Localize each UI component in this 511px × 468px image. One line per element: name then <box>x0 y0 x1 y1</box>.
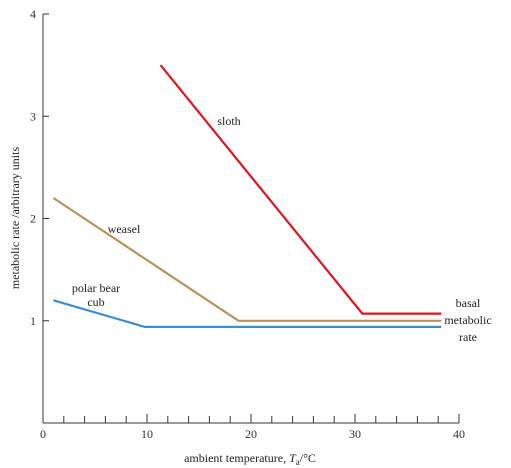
y-tick-label: 3 <box>30 109 36 123</box>
x-tick-label: 0 <box>40 427 46 441</box>
y-tick-label: 2 <box>30 212 36 226</box>
x-axis-title: ambient temperature, Ta/°C <box>184 451 316 467</box>
x-tick-label: 20 <box>245 427 257 441</box>
polar-bear-cub-line <box>53 299 442 328</box>
polar-bear-label-line1: polar bear <box>72 281 120 295</box>
series-layer <box>52 64 442 328</box>
x-tick-label: 40 <box>453 427 465 441</box>
basal-label-line3: rate <box>459 330 477 344</box>
weasel-label: weasel <box>108 222 141 236</box>
tick-labels: 0 10 20 30 40 1 2 3 4 <box>30 7 465 441</box>
x-tick-label: 30 <box>349 427 361 441</box>
basal-label-line1: basal <box>456 296 481 310</box>
sloth-label: sloth <box>217 114 240 128</box>
axes <box>42 14 459 424</box>
ticks <box>42 13 460 423</box>
x-tick-label: 10 <box>141 427 153 441</box>
polar-bear-label-line2: cub <box>87 295 104 309</box>
y-tick-label: 1 <box>30 314 36 328</box>
y-axis-title: metabolic rate /arbitrary units <box>8 147 22 290</box>
weasel-line <box>52 197 442 322</box>
basal-label-line2: metabolic <box>444 313 491 327</box>
sloth-line <box>159 64 442 315</box>
y-tick-label: 4 <box>30 7 36 21</box>
